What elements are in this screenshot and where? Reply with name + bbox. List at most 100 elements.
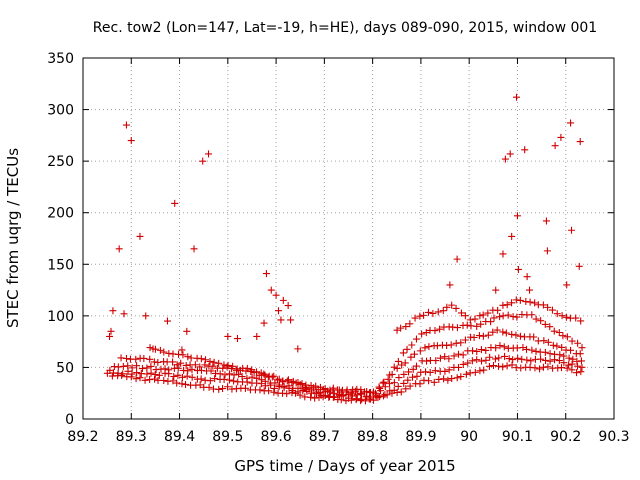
data-point	[422, 329, 430, 337]
data-point	[169, 377, 177, 385]
data-point	[136, 374, 144, 382]
data-point	[574, 362, 582, 370]
data-point	[441, 367, 449, 375]
outlier-point	[260, 319, 268, 327]
y-tick-label: 100	[47, 309, 74, 325]
data-point	[381, 383, 389, 391]
data-point	[229, 362, 237, 370]
x-tick-label: 89.9	[405, 429, 436, 445]
data-point	[178, 373, 186, 381]
data-point	[541, 320, 549, 328]
data-point	[546, 323, 554, 331]
data-point	[321, 385, 329, 393]
data-point	[248, 366, 256, 374]
data-point	[459, 360, 467, 368]
data-point	[445, 355, 453, 363]
data-point	[578, 344, 586, 352]
data-point	[504, 311, 512, 319]
data-point	[225, 376, 233, 384]
outlier-point	[513, 212, 521, 220]
data-point	[114, 369, 122, 377]
data-point	[329, 393, 337, 401]
data-point	[270, 372, 278, 380]
data-point	[440, 375, 448, 383]
x-axis-label: GPS time / Days of year 2015	[234, 457, 455, 475]
data-point	[154, 358, 162, 366]
data-point	[457, 339, 465, 347]
outlier-point	[492, 286, 500, 294]
data-point	[508, 330, 516, 338]
data-point	[558, 312, 566, 320]
data-point	[528, 346, 536, 354]
data-point	[555, 357, 563, 365]
data-point	[270, 388, 278, 396]
data-point	[294, 378, 302, 386]
data-point	[307, 382, 315, 390]
outlier-point	[575, 262, 583, 270]
x-tick-label: 89.8	[357, 429, 388, 445]
data-point	[537, 355, 545, 363]
data-point	[402, 323, 410, 331]
outlier-point	[109, 307, 117, 315]
data-point	[201, 361, 209, 369]
data-point	[550, 327, 558, 335]
data-point	[509, 356, 517, 364]
data-point	[503, 362, 511, 370]
data-point	[390, 363, 398, 371]
outlier-point	[127, 137, 135, 145]
data-point	[261, 371, 269, 379]
data-point	[490, 314, 498, 322]
data-point	[436, 325, 444, 333]
data-point	[508, 299, 516, 307]
data-point	[544, 338, 552, 346]
data-point	[397, 388, 405, 396]
data-point	[541, 348, 549, 356]
data-point	[209, 362, 217, 370]
outlier-point	[163, 317, 171, 325]
outlier-point	[120, 310, 128, 318]
data-point	[412, 362, 420, 370]
data-point	[523, 356, 531, 364]
data-point	[219, 364, 227, 372]
outlier-point	[199, 157, 207, 165]
data-point	[544, 303, 552, 311]
outlier-point	[563, 281, 571, 289]
data-point	[230, 377, 238, 385]
outlier-point	[183, 327, 191, 335]
data-point	[522, 298, 530, 306]
data-point	[408, 341, 416, 349]
data-point	[261, 377, 269, 385]
data-point	[486, 353, 494, 361]
y-tick-label: 300	[47, 103, 74, 119]
data-point	[553, 342, 561, 350]
data-point	[182, 380, 190, 388]
data-point	[400, 379, 408, 387]
data-point	[329, 384, 337, 392]
data-point	[275, 381, 283, 389]
data-point	[505, 355, 513, 363]
data-point	[221, 371, 229, 379]
data-point	[403, 345, 411, 353]
data-point	[444, 376, 452, 384]
data-point	[219, 385, 227, 393]
data-point	[138, 365, 146, 373]
outlier-point	[512, 93, 520, 101]
data-point	[430, 378, 438, 386]
data-point	[429, 309, 437, 317]
data-point	[151, 371, 159, 379]
data-point	[479, 332, 487, 340]
y-tick-label: 150	[47, 257, 74, 273]
data-point	[405, 368, 413, 376]
data-point	[426, 368, 434, 376]
data-point	[311, 394, 319, 402]
data-point	[496, 342, 504, 350]
data-point	[464, 359, 472, 367]
data-point	[435, 375, 443, 383]
data-point	[470, 334, 478, 342]
data-point	[495, 354, 503, 362]
data-point	[268, 373, 276, 381]
data-point	[256, 386, 264, 394]
data-point	[124, 362, 132, 370]
data-point	[448, 301, 456, 309]
data-point	[151, 375, 159, 383]
